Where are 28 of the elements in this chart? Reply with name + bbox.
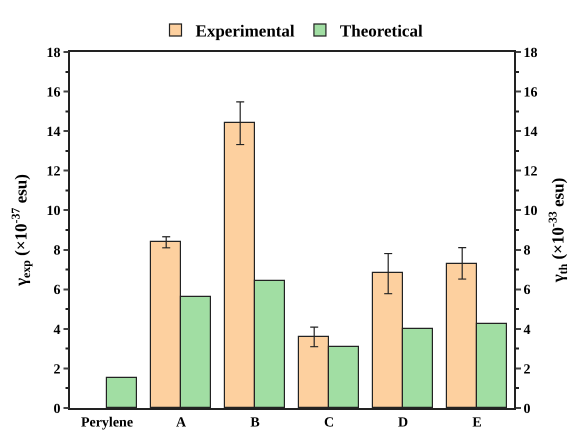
x-tick-label: B xyxy=(250,416,260,431)
x-tick-label: C xyxy=(324,416,334,431)
y-tick-label: 14 xyxy=(46,125,60,140)
y-tick-label: 10 xyxy=(46,204,60,220)
y-tick-label: 4 xyxy=(53,322,60,338)
x-tick-label: D xyxy=(398,416,408,431)
y2-tick-label: 0 xyxy=(524,402,531,417)
y2-tick-label: 12 xyxy=(524,164,538,180)
y-tick-label: 6 xyxy=(53,283,60,298)
y-tick-label: 2 xyxy=(53,362,60,378)
y-tick-label: 12 xyxy=(46,164,60,180)
y2-tick-label: 10 xyxy=(524,204,538,220)
y2-tick-label: 16 xyxy=(524,85,538,100)
y-tick-label: 8 xyxy=(53,244,60,259)
y2-tick-label: 18 xyxy=(524,46,538,61)
x-tick-label: A xyxy=(176,416,187,431)
y-tick-label: 18 xyxy=(46,46,60,61)
y2-tick-label: 6 xyxy=(524,283,531,298)
y2-tick-label: 14 xyxy=(524,125,538,140)
legend-label: Theoretical xyxy=(340,22,423,41)
y-tick-label: 16 xyxy=(46,85,60,100)
y2-tick-label: 4 xyxy=(524,322,531,338)
y2-tick-label: 2 xyxy=(524,362,531,378)
x-tick-label: Perylene xyxy=(80,416,134,431)
legend-label: Experimental xyxy=(196,22,295,41)
x-tick-label: E xyxy=(472,416,482,431)
y-tick-label: 0 xyxy=(53,402,60,417)
y2-tick-label: 8 xyxy=(524,244,531,259)
